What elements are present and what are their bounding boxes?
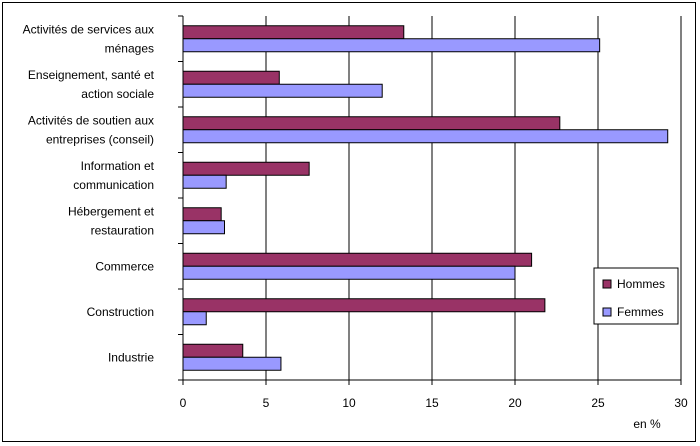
category-label: Enseignement, santé et: [28, 68, 155, 82]
x-axis-label: en %: [633, 417, 661, 431]
legend-label: Hommes: [617, 277, 665, 291]
bar-hommes-5: [182, 252, 533, 267]
bar-hommes-4: [182, 207, 222, 222]
category-label: ménages: [105, 41, 154, 55]
bar-hommes-3: [182, 161, 310, 176]
bar-hommes-7: [182, 343, 244, 358]
bar-hommes-1: [182, 70, 280, 85]
bar-femmes-2: [182, 129, 669, 144]
bar-femmes-1: [182, 83, 383, 98]
bar-femmes-0: [182, 38, 601, 53]
category-label: action sociale: [81, 87, 154, 101]
category-label: Construction: [87, 305, 154, 319]
legend-swatch: [602, 307, 612, 317]
x-tick-label: 15: [425, 396, 439, 410]
category-label: Activités de services aux: [23, 22, 154, 36]
category-label: entreprises (conseil): [46, 132, 154, 146]
legend-label: Femmes: [617, 305, 664, 319]
gridlines: [265, 16, 682, 380]
bar-femmes-6: [182, 311, 207, 326]
x-tick-label: 0: [180, 396, 187, 410]
legend: Hommes Femmes: [593, 267, 679, 325]
category-label: Hébergement et: [68, 204, 155, 218]
bar-hommes-2: [182, 116, 561, 131]
x-tick-label: 20: [508, 396, 522, 410]
x-tick-label: 10: [342, 396, 356, 410]
category-label: communication: [73, 178, 154, 192]
bars: [182, 25, 669, 371]
category-label: Industrie: [108, 350, 154, 364]
x-tick-label: 30: [674, 396, 688, 410]
category-label: restauration: [91, 223, 154, 237]
category-labels: Activités de services aux ménages Enseigne…: [23, 22, 155, 364]
bar-hommes-6: [182, 298, 546, 313]
x-tick-label: 25: [591, 396, 605, 410]
category-label: Information et: [81, 159, 155, 173]
x-tick-labels: 0 5 10 15 20 25 30: [180, 396, 688, 410]
x-tick-label: 5: [263, 396, 270, 410]
bar-femmes-4: [182, 220, 225, 235]
bar-femmes-5: [182, 265, 516, 280]
bar-femmes-3: [182, 174, 227, 189]
category-label: Activités de soutien aux: [28, 113, 154, 127]
bar-femmes-7: [182, 356, 282, 371]
axes: [178, 15, 682, 385]
category-label: Commerce: [95, 259, 154, 273]
legend-swatch: [602, 279, 612, 289]
bar-hommes-0: [182, 25, 405, 40]
